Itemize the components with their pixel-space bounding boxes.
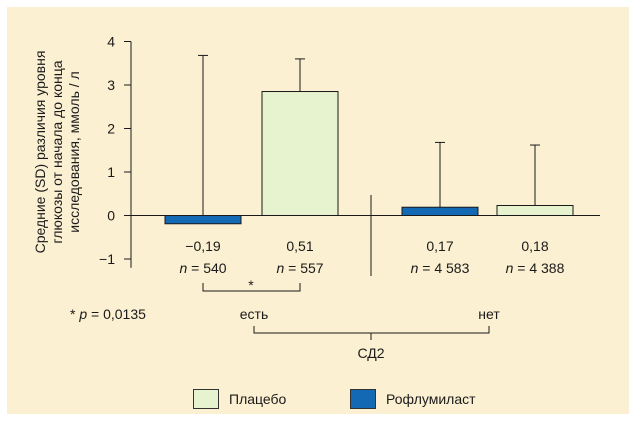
group-brackets: * есть нет СД2 <box>202 277 500 361</box>
bar-n-label: n = 4 583 <box>411 260 470 276</box>
y-axis-label-line: исследования, ммоль / л <box>66 71 82 232</box>
group-label-no: нет <box>478 306 500 322</box>
bar-n-label: n = 557 <box>276 260 323 276</box>
y-tick-label: 0 <box>107 208 115 224</box>
group-label-yes: есть <box>240 306 269 322</box>
group-axis-label: СД2 <box>357 345 384 361</box>
legend-item-placebo: Плацебо <box>193 388 286 410</box>
bar <box>401 206 479 217</box>
bar-value-label: −0,19 <box>185 238 221 254</box>
bar-labels: −0,19 n = 540 0,51 n = 557 0,17 n = 4 583 0,18… <box>179 238 564 276</box>
significance-bracket <box>202 283 301 292</box>
bars <box>164 54 574 225</box>
group-bracket <box>253 326 490 334</box>
bar-value-label: 0,51 <box>286 238 313 254</box>
bar-n-label: n = 4 388 <box>506 260 565 276</box>
legend-swatch-placebo <box>193 389 219 409</box>
y-tick-label: 1 <box>107 164 115 180</box>
bar <box>496 204 574 216</box>
footnote: * p = 0,0135 <box>70 306 146 322</box>
legend-item-roflumilast: Рофлумиласт <box>350 388 476 410</box>
bar-value-label: 0,18 <box>521 238 548 254</box>
legend-swatch-roflumilast <box>350 389 376 409</box>
significance-marker: * <box>248 277 254 293</box>
y-tick-label: 4 <box>107 34 115 50</box>
y-tick-label: 2 <box>107 121 115 137</box>
y-tick-label: 3 <box>107 77 115 93</box>
y-axis-label-line: глюкозы от начала до конца <box>49 60 65 243</box>
legend-label-placebo: Плацебо <box>229 391 287 407</box>
bar-value-label: 0,17 <box>426 238 453 254</box>
bar <box>261 91 339 216</box>
bar <box>164 215 242 225</box>
y-axis-label: Средние (SD) различия уровня глюкозы от н… <box>32 51 82 254</box>
y-tick-label: −1 <box>99 251 115 267</box>
bar-n-label: n = 540 <box>179 260 226 276</box>
y-axis-label-line: Средние (SD) различия уровня <box>32 51 48 254</box>
legend-label-roflumilast: Рофлумиласт <box>386 391 476 407</box>
